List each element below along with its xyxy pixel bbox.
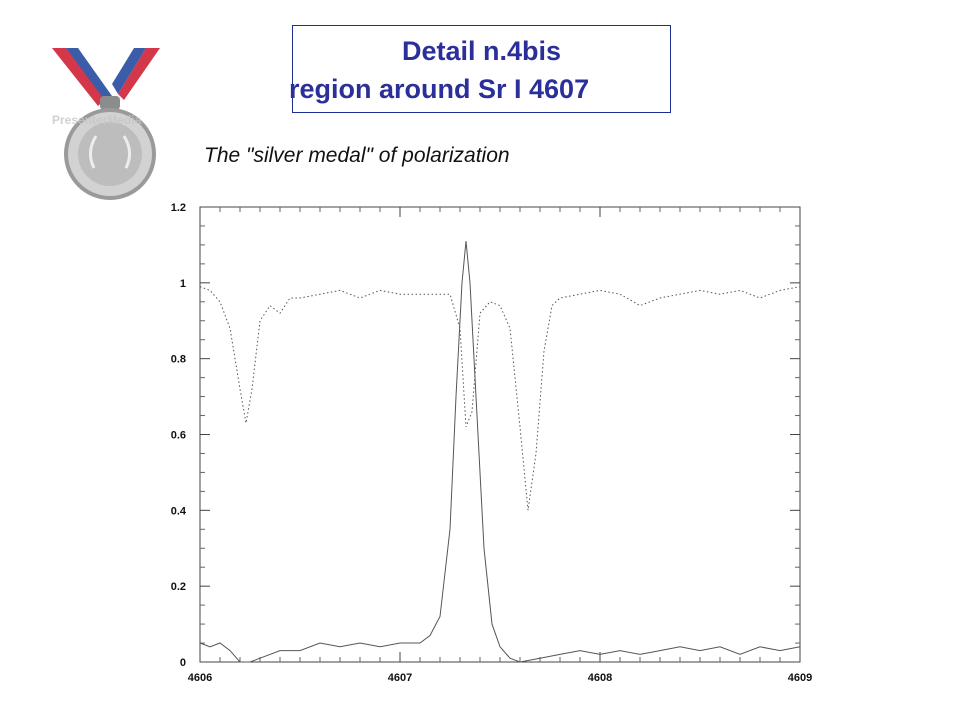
y-tick-label: 0.2 (171, 581, 186, 593)
y-tick-label: 0.6 (171, 430, 186, 442)
x-tick-label: 4606 (188, 672, 212, 684)
polarization-chart: 0 0.2 0.4 0.6 0.8 1 1.2 4606 4607 4608 4609 (171, 202, 813, 684)
x-tick-label: 4608 (588, 672, 612, 684)
slide-title-line1: Detail n.4bis (401, 36, 562, 66)
title-box: Detail n.4bis region around Sr I 4607 (289, 25, 671, 113)
ribbon-left-red (52, 48, 106, 106)
y-axis: 0 0.2 0.4 0.6 0.8 1 1.2 (171, 202, 800, 669)
y-tick-label: 0 (180, 657, 186, 669)
y-tick-label: 1.2 (171, 202, 186, 214)
slide-title-line2: region around Sr I 4607 (289, 74, 590, 104)
ribbon-right-red (118, 48, 160, 100)
series-dotted-line (199, 286, 801, 511)
x-tick-label: 4607 (388, 672, 412, 684)
y-tick-label: 0.8 (171, 354, 186, 366)
y-tick-label: 1 (180, 278, 186, 290)
medal-clasp (100, 96, 120, 110)
slide-subtitle: The "silver medal" of polarization (204, 144, 510, 167)
silver-medal-icon: PresenterMedia (52, 48, 160, 200)
series-layer (199, 241, 801, 663)
medal-face (78, 122, 142, 186)
laurel-left (89, 135, 98, 169)
series-solid-line (199, 241, 801, 663)
ribbon-right-blue (112, 48, 146, 94)
medal-watermark: PresenterMedia (52, 113, 142, 127)
plot-frame (199, 206, 801, 663)
x-tick-label: 4609 (788, 672, 812, 684)
ribbon-left-blue (66, 48, 112, 102)
x-axis: 4606 4607 4608 4609 (188, 207, 812, 684)
y-tick-label: 0.4 (171, 505, 187, 517)
laurel-right (122, 135, 131, 169)
